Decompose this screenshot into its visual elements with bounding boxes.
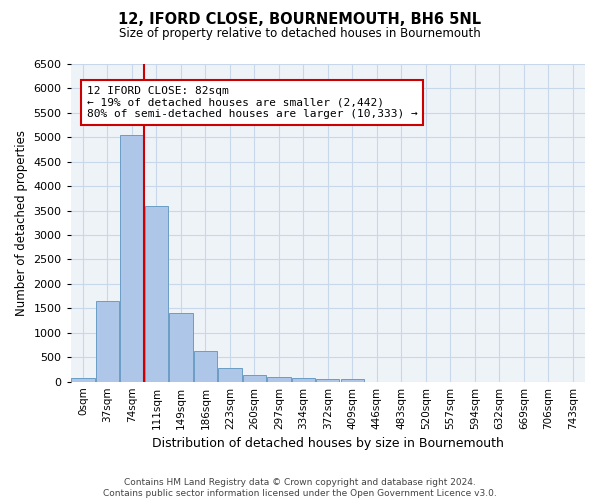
Text: 12, IFORD CLOSE, BOURNEMOUTH, BH6 5NL: 12, IFORD CLOSE, BOURNEMOUTH, BH6 5NL	[118, 12, 482, 28]
X-axis label: Distribution of detached houses by size in Bournemouth: Distribution of detached houses by size …	[152, 437, 504, 450]
Text: Size of property relative to detached houses in Bournemouth: Size of property relative to detached ho…	[119, 28, 481, 40]
Bar	[292, 378, 315, 382]
Bar	[218, 368, 242, 382]
Bar	[145, 206, 168, 382]
Bar	[316, 379, 340, 382]
Bar	[267, 378, 290, 382]
Bar	[71, 378, 95, 382]
Bar	[341, 379, 364, 382]
Bar	[121, 135, 143, 382]
Bar	[96, 301, 119, 382]
Bar	[243, 376, 266, 382]
Text: Contains HM Land Registry data © Crown copyright and database right 2024.
Contai: Contains HM Land Registry data © Crown c…	[103, 478, 497, 498]
Text: 12 IFORD CLOSE: 82sqm
← 19% of detached houses are smaller (2,442)
80% of semi-d: 12 IFORD CLOSE: 82sqm ← 19% of detached …	[86, 86, 418, 119]
Bar	[169, 314, 193, 382]
Y-axis label: Number of detached properties: Number of detached properties	[15, 130, 28, 316]
Bar	[194, 351, 217, 382]
